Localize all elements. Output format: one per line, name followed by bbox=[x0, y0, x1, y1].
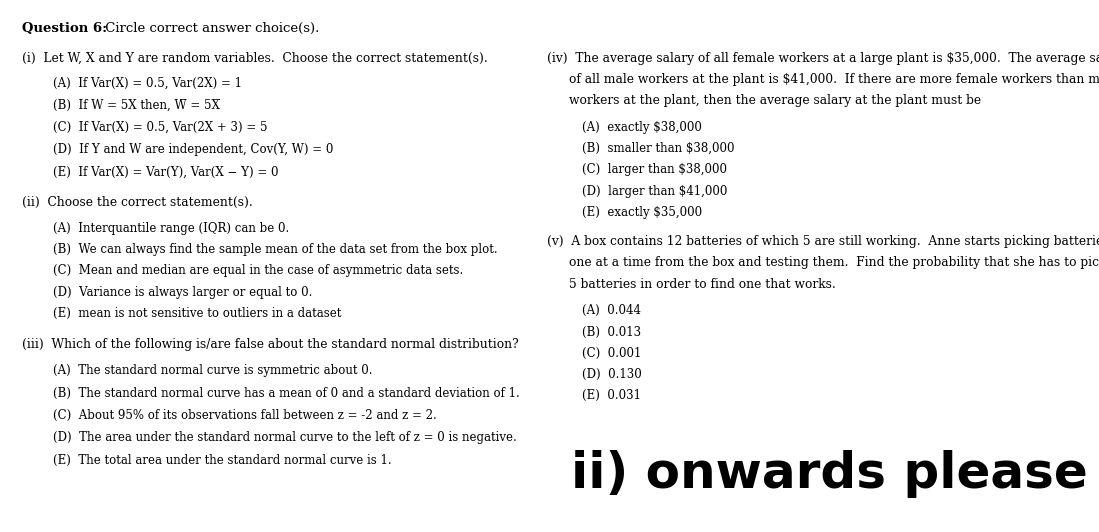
Text: (iii)  Which of the following is/are false about the standard normal distributio: (iii) Which of the following is/are fals… bbox=[22, 338, 519, 351]
Text: (E)  mean is not sensitive to outliers in a dataset: (E) mean is not sensitive to outliers in… bbox=[53, 307, 341, 320]
Text: (A)  The standard normal curve is symmetric about 0.: (A) The standard normal curve is symmetr… bbox=[53, 364, 373, 377]
Text: (D)  larger than $41,000: (D) larger than $41,000 bbox=[582, 185, 728, 197]
Text: (B)  smaller than $38,000: (B) smaller than $38,000 bbox=[582, 142, 735, 155]
Text: Circle correct answer choice(s).: Circle correct answer choice(s). bbox=[101, 22, 320, 35]
Text: (A)  If Var(X) = 0.5, Var(2X) = 1: (A) If Var(X) = 0.5, Var(2X) = 1 bbox=[53, 77, 242, 90]
Text: (D)  The area under the standard normal curve to the left of z = 0 is negative.: (D) The area under the standard normal c… bbox=[53, 431, 517, 444]
Text: 5 batteries in order to find one that works.: 5 batteries in order to find one that wo… bbox=[569, 278, 836, 290]
Text: (E)  0.031: (E) 0.031 bbox=[582, 389, 642, 402]
Text: (i)  Let W, X and Y are random variables.  Choose the correct statement(s).: (i) Let W, X and Y are random variables.… bbox=[22, 52, 488, 64]
Text: (A)  0.044: (A) 0.044 bbox=[582, 304, 642, 317]
Text: (B)  0.013: (B) 0.013 bbox=[582, 326, 642, 338]
Text: (ii)  Choose the correct statement(s).: (ii) Choose the correct statement(s). bbox=[22, 196, 253, 209]
Text: (iv)  The average salary of all female workers at a large plant is $35,000.  The: (iv) The average salary of all female wo… bbox=[547, 52, 1099, 64]
Text: (D)  Variance is always larger or equal to 0.: (D) Variance is always larger or equal t… bbox=[53, 286, 312, 298]
Text: (E)  exactly $35,000: (E) exactly $35,000 bbox=[582, 206, 702, 219]
Text: (D)  If Y and W are independent, Cov(Y, W) = 0: (D) If Y and W are independent, Cov(Y, W… bbox=[53, 143, 333, 156]
Text: ii) onwards please: ii) onwards please bbox=[571, 450, 1088, 497]
Text: Question 6:: Question 6: bbox=[22, 22, 107, 35]
Text: (B)  The standard normal curve has a mean of 0 and a standard deviation of 1.: (B) The standard normal curve has a mean… bbox=[53, 387, 520, 400]
Text: (B)  We can always find the sample mean of the data set from the box plot.: (B) We can always find the sample mean o… bbox=[53, 243, 498, 256]
Text: (C)  Mean and median are equal in the case of asymmetric data sets.: (C) Mean and median are equal in the cas… bbox=[53, 264, 463, 277]
Text: (C)  About 95% of its observations fall between z = -2 and z = 2.: (C) About 95% of its observations fall b… bbox=[53, 409, 436, 422]
Text: one at a time from the box and testing them.  Find the probability that she has : one at a time from the box and testing t… bbox=[569, 256, 1099, 269]
Text: (v)  A box contains 12 batteries of which 5 are still working.  Anne starts pick: (v) A box contains 12 batteries of which… bbox=[547, 235, 1099, 248]
Text: (A)  exactly $38,000: (A) exactly $38,000 bbox=[582, 121, 702, 134]
Text: of all male workers at the plant is $41,000.  If there are more female workers t: of all male workers at the plant is $41,… bbox=[569, 73, 1099, 86]
Text: (A)  Interquantile range (IQR) can be 0.: (A) Interquantile range (IQR) can be 0. bbox=[53, 222, 289, 235]
Text: (E)  If Var(X) = Var(Y), Var(X − Y) = 0: (E) If Var(X) = Var(Y), Var(X − Y) = 0 bbox=[53, 165, 278, 178]
Text: (D)  0.130: (D) 0.130 bbox=[582, 368, 642, 381]
Text: (E)  The total area under the standard normal curve is 1.: (E) The total area under the standard no… bbox=[53, 454, 391, 467]
Text: workers at the plant, then the average salary at the plant must be: workers at the plant, then the average s… bbox=[569, 94, 981, 107]
Text: (B)  If W = 5X then, W̅ = 5X̅: (B) If W = 5X then, W̅ = 5X̅ bbox=[53, 98, 220, 111]
Text: (C)  If Var(X) = 0.5, Var(2X + 3) = 5: (C) If Var(X) = 0.5, Var(2X + 3) = 5 bbox=[53, 121, 267, 134]
Text: (C)  0.001: (C) 0.001 bbox=[582, 347, 642, 360]
Text: (C)  larger than $38,000: (C) larger than $38,000 bbox=[582, 163, 728, 176]
